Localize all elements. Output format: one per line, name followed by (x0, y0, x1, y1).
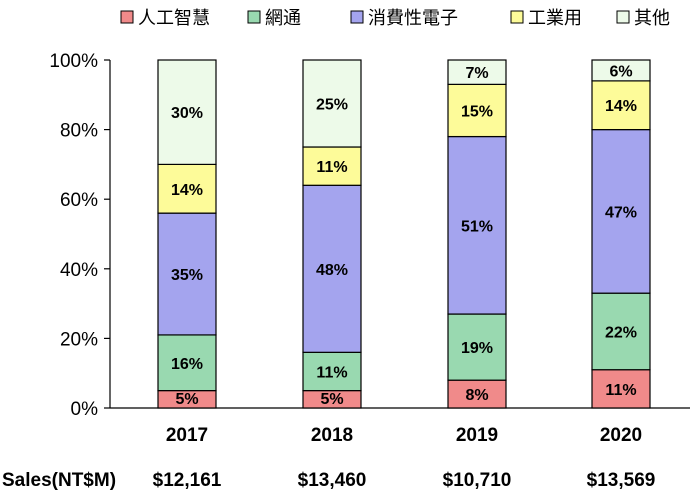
y-tick-label: 20% (60, 329, 98, 350)
data-label: 5% (320, 391, 343, 408)
y-tick-label: 80% (60, 121, 98, 142)
bar-segment (591, 292, 651, 371)
y-tick-label: 0% (71, 399, 99, 420)
legend-swatch (247, 10, 261, 24)
data-label: 22% (605, 324, 637, 341)
y-tick-label: 40% (60, 260, 98, 281)
bar-segment (591, 80, 651, 131)
bar-segment (157, 212, 217, 336)
sales-value: $10,710 (443, 470, 512, 491)
x-tick-label: 2018 (311, 425, 353, 446)
x-tick-label: 2017 (166, 425, 208, 446)
bar-segment (157, 59, 217, 166)
sales-value: $13,569 (587, 470, 656, 491)
data-label: 11% (316, 364, 347, 381)
data-label: 25% (316, 97, 348, 114)
data-label: 48% (316, 262, 348, 279)
y-tick-label: 60% (60, 190, 98, 211)
bar-segment (591, 59, 651, 82)
data-label: 35% (171, 267, 203, 284)
sales-value: $12,161 (153, 470, 222, 491)
bar-stack-2017: 5% 16% 35% 14% 30% (157, 59, 217, 409)
data-label: 51% (461, 218, 493, 235)
bar-segment (302, 146, 362, 186)
legend-item: 網通 (247, 8, 301, 29)
legend-label: 人工智慧 (138, 8, 210, 29)
data-label: 11% (316, 159, 347, 176)
sales-value: $13,460 (298, 470, 367, 491)
bar-stack-2019: 8% 19% 51% 15% 7% (447, 59, 507, 409)
data-label: 14% (605, 98, 637, 115)
data-label: 30% (171, 105, 203, 122)
legend-item: 其他 (616, 8, 670, 29)
bar-segment (447, 313, 507, 381)
data-label: 15% (461, 103, 493, 120)
legend-item: 人工智慧 (120, 8, 210, 29)
y-tick-label: 100% (49, 51, 98, 72)
legend-label: 網通 (265, 8, 301, 29)
legend-swatch (616, 10, 630, 24)
legend-label: 消費性電子 (368, 8, 458, 29)
data-label: 5% (175, 391, 198, 408)
bar-segment (591, 129, 651, 294)
data-label: 8% (465, 387, 488, 404)
data-label: 6% (609, 63, 632, 80)
x-axis: 2017 2018 2019 2020 (166, 425, 642, 446)
sales-row: Sales(NT$M) $12,161 $13,460 $10,710 $13,569 (2, 470, 655, 491)
legend-swatch (350, 10, 364, 24)
x-tick-label: 2019 (456, 425, 498, 446)
legend-item: 工業用 (510, 8, 582, 29)
bar-segment (302, 59, 362, 148)
bar-segment (447, 379, 507, 409)
bars: 5% 16% 35% 14% 30% 5% 11% 48% 11% 25% 8% 19% 51% 15% 7… (157, 59, 651, 409)
bar-stack-2018: 5% 11% 48% 11% 25% (302, 59, 362, 409)
legend-swatch (120, 10, 134, 24)
data-label: 11% (605, 382, 636, 399)
x-tick-label: 2020 (600, 425, 642, 446)
bar-segment (447, 59, 507, 85)
bar-segment (302, 184, 362, 353)
data-label: 19% (461, 340, 493, 357)
legend-item: 消費性電子 (350, 8, 458, 29)
legend: 人工智慧 網通 消費性電子 工業用 其他 (120, 8, 670, 29)
data-label: 16% (171, 356, 203, 373)
data-label: 7% (465, 65, 488, 82)
data-label: 47% (605, 204, 637, 221)
sales-label: Sales(NT$M) (2, 470, 116, 491)
bar-segment (447, 83, 507, 138)
legend-swatch (510, 10, 524, 24)
legend-label: 其他 (634, 8, 670, 29)
data-label: 14% (171, 182, 203, 199)
bar-stack-2020: 11% 22% 47% 14% 6% (591, 59, 651, 409)
legend-label: 工業用 (528, 8, 582, 29)
